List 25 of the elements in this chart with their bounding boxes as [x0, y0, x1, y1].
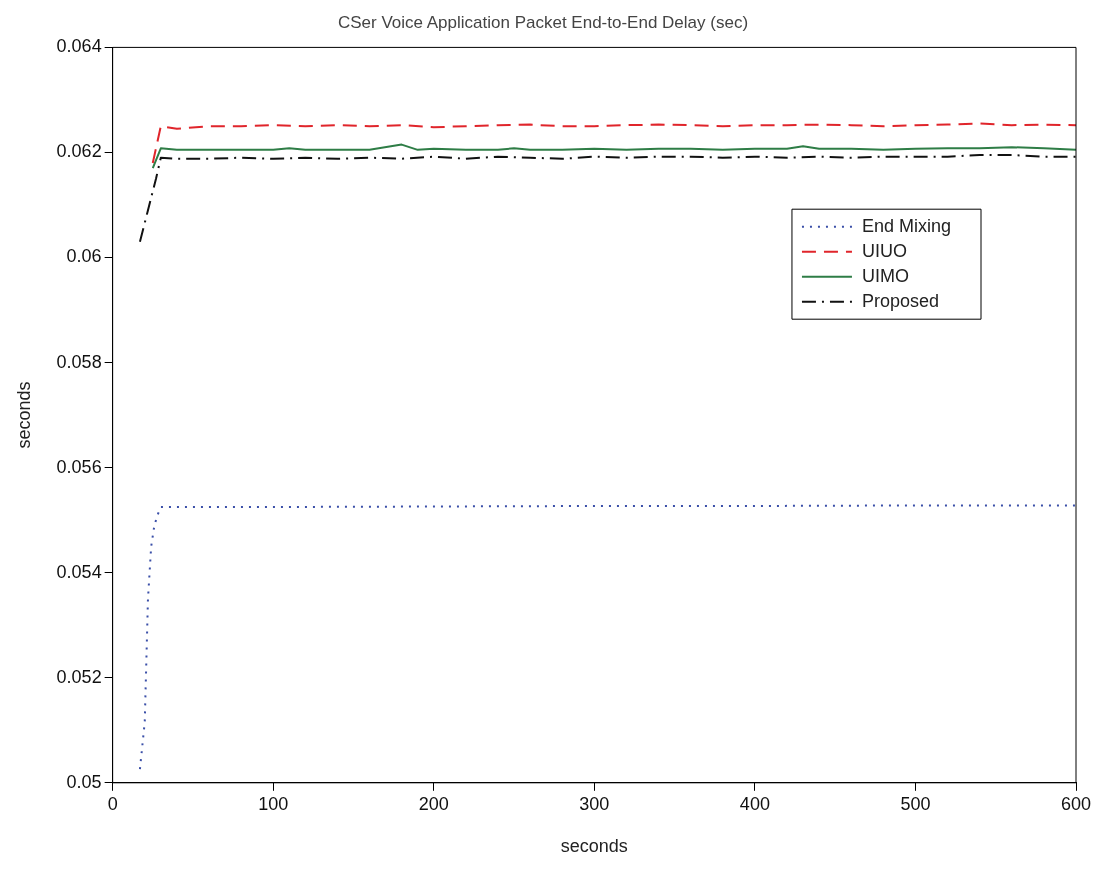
y-tick-label: 0.062: [56, 141, 102, 162]
legend-label: UIMO: [861, 265, 909, 286]
y-tick-label: 0.054: [56, 561, 102, 582]
line-series: [151, 122, 1076, 164]
y-tick-label: 0.05: [66, 771, 102, 792]
x-tick-label: 500: [900, 793, 931, 814]
y-tick-label: 0.06: [66, 246, 102, 267]
legend-label: End Mixing: [861, 215, 951, 236]
legend-label: UIUO: [861, 240, 907, 261]
x-tick-label: 400: [739, 793, 770, 814]
y-tick-label: 0.064: [56, 36, 102, 57]
x-tick-label: 200: [418, 793, 449, 814]
y-tick-label: 0.056: [56, 456, 102, 477]
x-axis-title: seconds: [560, 836, 628, 857]
y-axis-title: seconds: [13, 381, 34, 449]
x-tick-label: 600: [1060, 793, 1092, 814]
y-tick-label: 0.058: [56, 351, 102, 372]
x-tick-label: 300: [579, 793, 610, 814]
chart-title: CSer Voice Application Packet End-to-End Delay (sec): [337, 12, 749, 32]
x-tick-label: 0: [107, 793, 118, 814]
y-tick-label: 0.052: [56, 666, 102, 687]
line-series: [138, 154, 1076, 243]
x-tick-label: 100: [258, 793, 289, 814]
line-series: [138, 504, 1076, 771]
legend-label: Proposed: [861, 290, 940, 311]
